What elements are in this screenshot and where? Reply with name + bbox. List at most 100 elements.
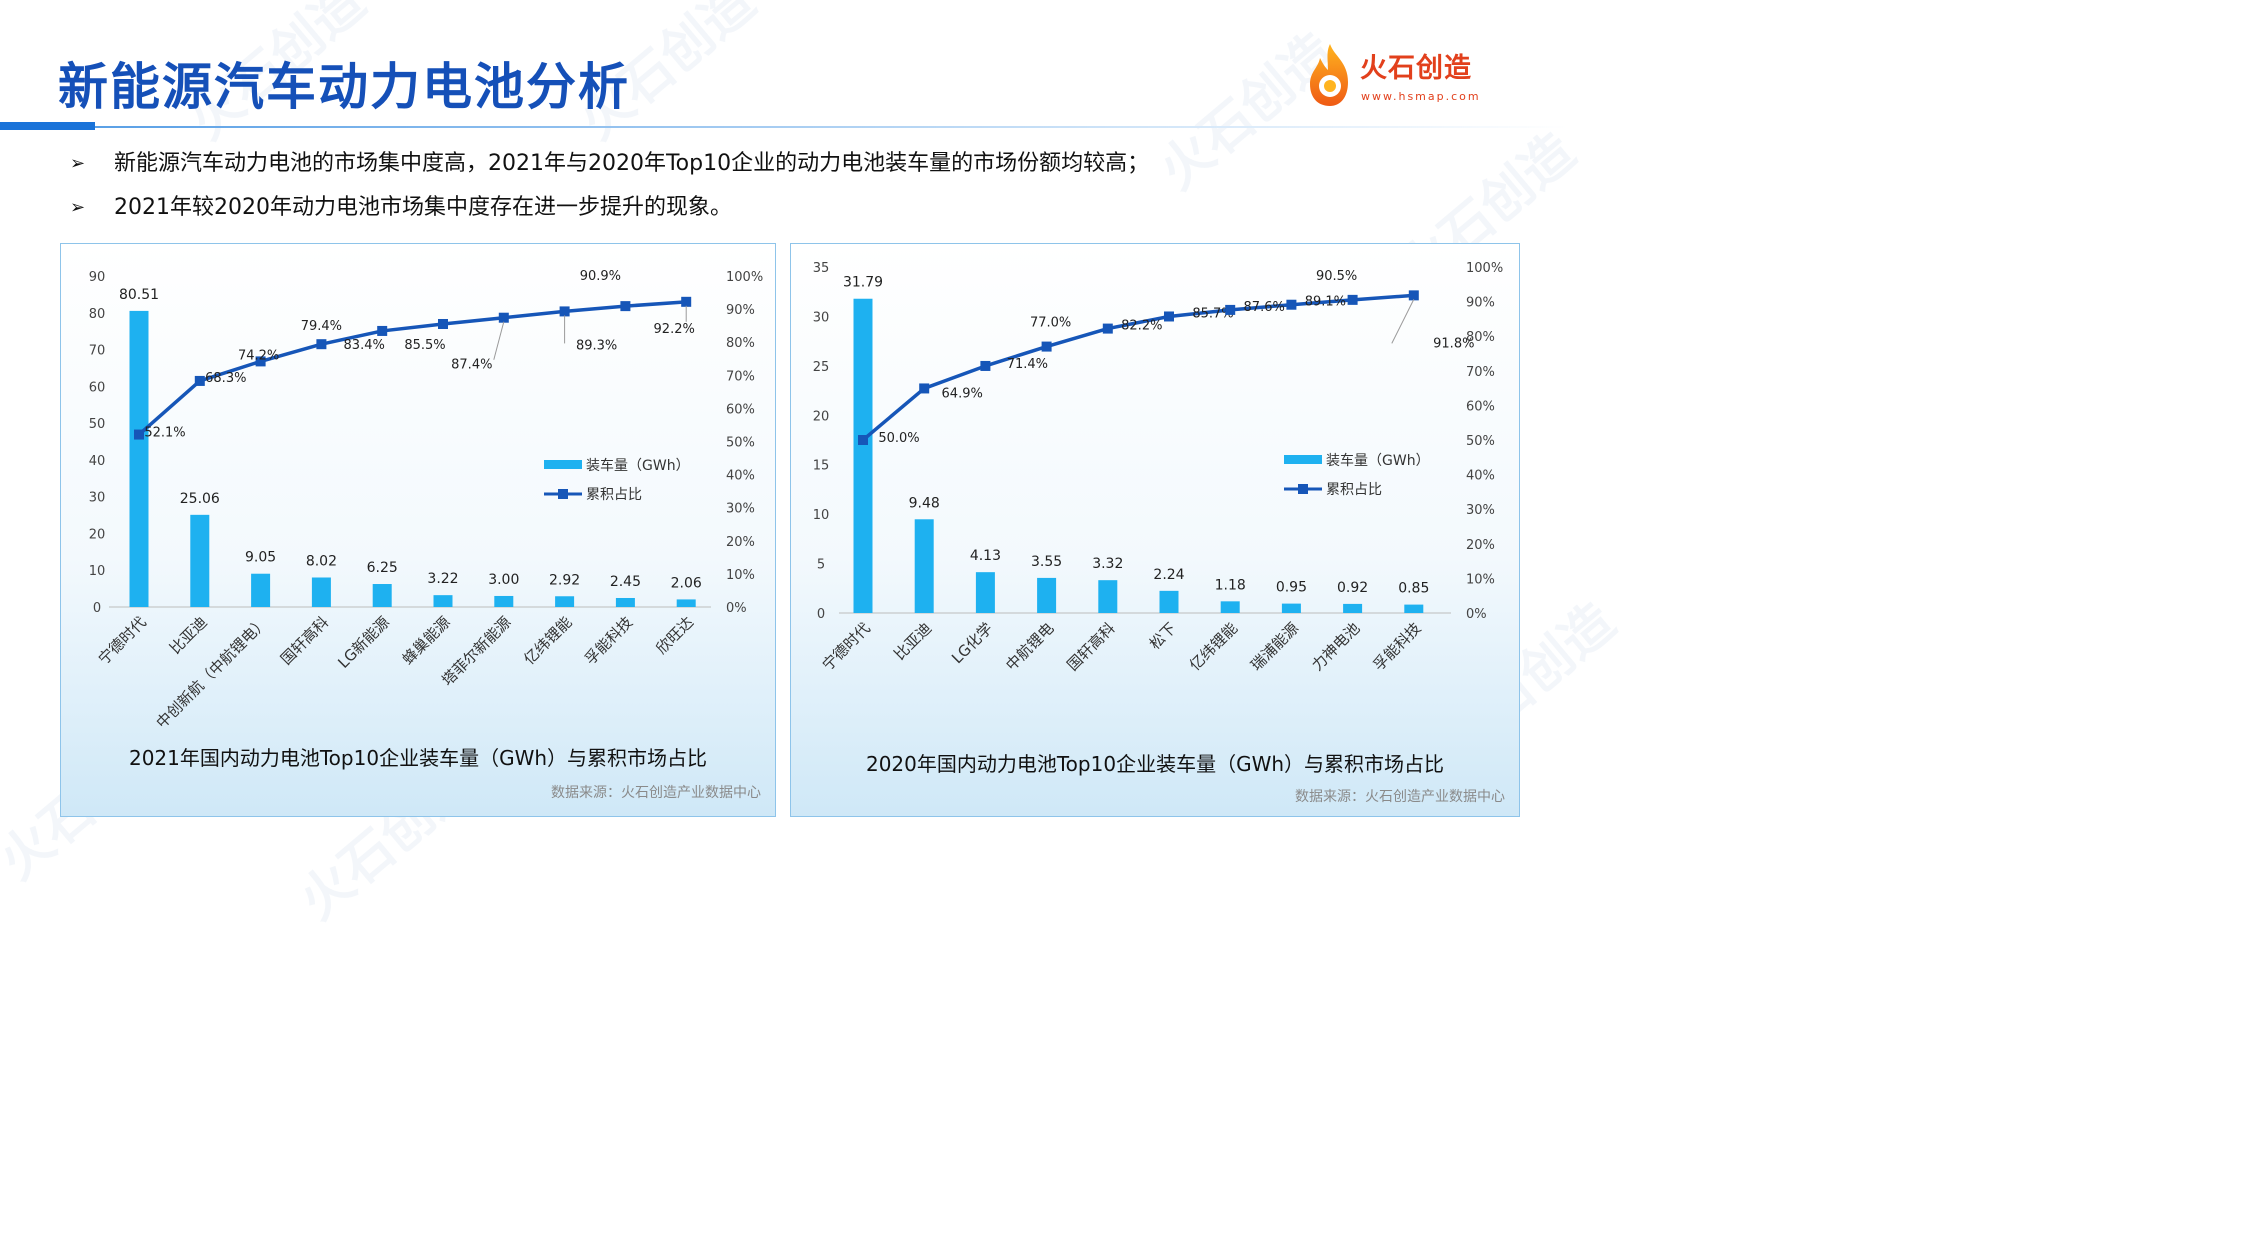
logo-url: www.hsmap.com <box>1361 90 1481 103</box>
bar <box>494 595 514 607</box>
bar <box>433 595 453 607</box>
y-tick-label-right: 10% <box>1466 572 1495 587</box>
logo-text: 火石创造 <box>1360 53 1472 84</box>
x-tick-label: 蜂巢能源 <box>399 613 454 668</box>
chart-panel-2021: 0 10 20 30 40 50 60 70 80 90 0% 10% 20% 30% 40% 50% 60% 7… <box>60 243 776 817</box>
line-point <box>377 325 388 336</box>
legend-swatch-bar <box>544 460 582 469</box>
y-tick-label-right: 20% <box>1466 538 1495 553</box>
y-tick-label-left: 15 <box>813 459 830 474</box>
flame-logo-icon <box>1310 44 1348 106</box>
bar <box>1220 601 1240 613</box>
bar <box>1404 604 1424 613</box>
y-tick-label-left: 0 <box>93 601 101 616</box>
bar <box>1037 577 1057 613</box>
y-tick-label-right: 0% <box>1466 607 1487 622</box>
bar <box>853 298 873 613</box>
bar <box>129 310 149 607</box>
bar <box>555 596 575 607</box>
bar <box>311 577 331 607</box>
y-tick-label-left: 20 <box>89 527 106 542</box>
y-tick-label-right: 60% <box>726 402 755 417</box>
line-point <box>438 318 448 329</box>
bar-value-label: 3.55 <box>1031 554 1062 570</box>
bar <box>676 599 696 607</box>
line-point <box>498 312 509 323</box>
line-value-label: 77.0% <box>1030 316 1071 331</box>
legend-label: 装车量（GWh） <box>586 457 690 474</box>
y-tick-label-right: 80% <box>726 336 755 351</box>
x-tick-label: LG化学 <box>948 619 996 667</box>
line-value-label: 74.2% <box>238 348 279 363</box>
arrow-bullet-icon: ➢ <box>70 153 86 174</box>
line-point <box>980 360 991 371</box>
y-tick-label-left: 60 <box>89 380 106 395</box>
bar-value-label: 9.05 <box>245 550 276 566</box>
line-value-label: 87.6% <box>1244 300 1285 315</box>
bar-value-label: 0.95 <box>1276 580 1307 596</box>
bar-value-label: 6.25 <box>367 560 398 576</box>
line-value-label: 52.1% <box>144 426 185 441</box>
line-value-label: 71.4% <box>1007 357 1048 372</box>
line-point <box>316 339 327 350</box>
line-value-label: 89.1% <box>1305 295 1346 310</box>
chart-title: 2020年国内动力电池Top10企业装车量（GWh）与累积市场占比 <box>865 752 1445 776</box>
line-point <box>1164 311 1174 322</box>
x-tick-label: 宁德时代 <box>95 613 150 668</box>
line-value-label: 82.2% <box>1121 319 1162 334</box>
bar <box>914 519 934 613</box>
x-tick-label: 比亚迪 <box>890 619 935 664</box>
y-tick-label-right: 90% <box>726 303 755 318</box>
y-tick-label-left: 30 <box>813 310 830 325</box>
x-tick-label: 亿纬锂能 <box>520 613 575 668</box>
legend-label: 装车量（GWh） <box>1326 452 1430 469</box>
y-tick-label-right: 60% <box>1466 399 1495 414</box>
y-tick-label-left: 40 <box>89 454 106 469</box>
legend-swatch-marker <box>558 489 568 499</box>
bar-value-label: 2.06 <box>671 575 702 591</box>
bar-value-label: 9.48 <box>909 495 940 511</box>
data-source: 数据来源：火石创造产业数据中心 <box>1295 789 1505 805</box>
y-tick-label-right: 0% <box>726 601 747 616</box>
y-tick-label-right: 90% <box>1466 296 1495 311</box>
x-tick-label: LG新能源 <box>334 613 393 672</box>
y-tick-label-right: 40% <box>1466 469 1495 484</box>
y-tick-label-left: 90 <box>89 270 106 285</box>
x-tick-label: 欣旺达 <box>652 613 697 658</box>
x-tick-label: 力神电池 <box>1308 619 1363 674</box>
y-tick-label-left: 10 <box>89 564 106 579</box>
x-tick-label: 松下 <box>1146 619 1180 653</box>
legend-label: 累积占比 <box>1326 482 1382 498</box>
bar-value-label: 80.51 <box>119 287 159 303</box>
line-value-label: 89.3% <box>576 338 617 353</box>
x-tick-label: 瑞浦能源 <box>1247 619 1302 674</box>
chart-2020: 0 5 10 15 20 25 30 35 0% 10% 20% 30% 40% 50% 60% 70% 80%… <box>813 261 1503 674</box>
y-tick-label-right: 70% <box>726 369 755 384</box>
y-tick-label-left: 50 <box>89 417 106 432</box>
arrow-bullet-icon: ➢ <box>70 197 86 218</box>
line-point <box>559 306 570 317</box>
y-tick-label-right: 100% <box>726 270 763 285</box>
y-tick-label-left: 0 <box>817 607 825 622</box>
y-tick-label-right: 80% <box>1466 330 1495 345</box>
x-tick-label: 中航锂电 <box>1002 619 1057 674</box>
bar <box>1281 603 1301 613</box>
y-tick-label-right: 50% <box>726 436 755 451</box>
line-value-label: 85.5% <box>404 338 445 353</box>
line-value-label: 85.7% <box>1192 306 1233 321</box>
y-tick-label-right: 100% <box>1466 261 1503 276</box>
chart-2021: 0 10 20 30 40 50 60 70 80 90 0% 10% 20% 30% 40% 50% 60% 7… <box>89 269 763 732</box>
legend-label: 累积占比 <box>586 487 642 503</box>
line-value-label: 91.8% <box>1433 336 1474 351</box>
bar <box>1098 580 1118 613</box>
legend-swatch-marker <box>1298 484 1308 494</box>
y-tick-label-right: 10% <box>726 568 755 583</box>
data-source: 数据来源：火石创造产业数据中心 <box>551 785 761 801</box>
bar-value-label: 8.02 <box>306 554 337 570</box>
bar-value-label: 25.06 <box>180 491 220 507</box>
x-tick-label: 亿纬锂能 <box>1186 619 1241 674</box>
line-point <box>134 429 144 440</box>
line-point <box>1347 294 1358 305</box>
bar-value-label: 1.18 <box>1215 577 1246 593</box>
bar-value-label: 4.13 <box>970 548 1001 564</box>
